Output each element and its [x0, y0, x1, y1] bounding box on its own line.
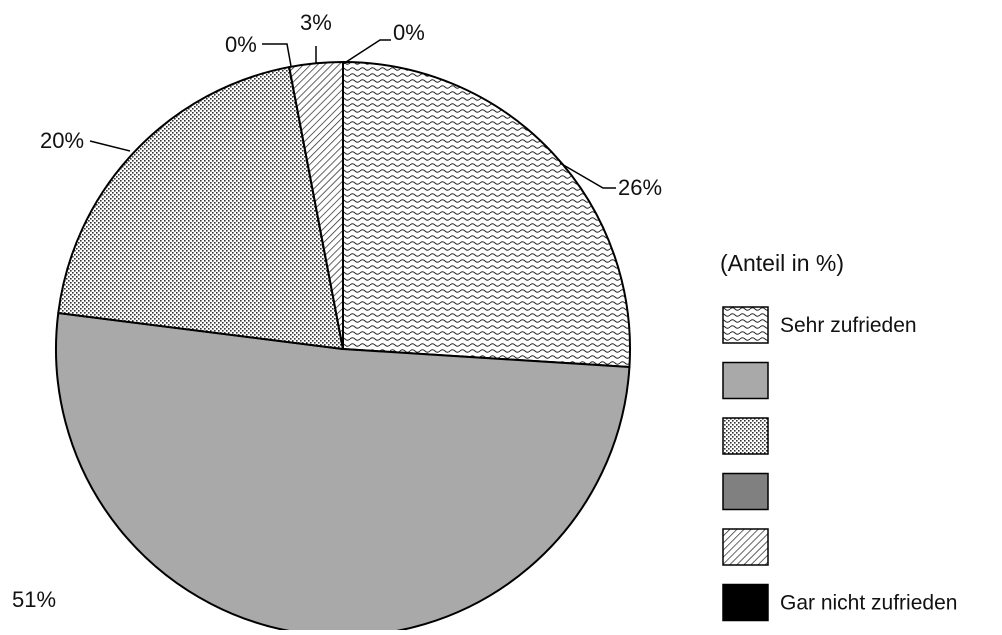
legend-swatch-5 [722, 583, 769, 622]
data-label-4: 3% [300, 10, 332, 35]
data-label-2: 20% [40, 128, 84, 153]
leader-line-0 [559, 162, 616, 189]
pie-slice-0 [342, 61, 631, 369]
legend-swatch-3 [722, 472, 769, 511]
label-leader-lines [89, 39, 616, 189]
legend-swatch-0 [722, 306, 769, 344]
legend-swatch-1 [722, 361, 769, 400]
data-label-0: 26% [618, 175, 662, 200]
legend-swatch-4 [722, 528, 769, 566]
leader-line-3 [262, 43, 292, 67]
data-label-3: 0% [225, 32, 257, 57]
data-label-5: 0% [393, 20, 425, 45]
legend: (Anteil in %) Sehr zufrieden Gar nicht zu… [720, 250, 957, 622]
legend-swatch-2 [722, 417, 769, 455]
pie-slice-2 [57, 66, 344, 350]
leader-line-5 [342, 39, 391, 65]
data-labels: 26% 51% 20% 0% 3% 0% [12, 10, 662, 612]
legend-title: (Anteil in %) [720, 250, 844, 276]
pie-slices [55, 61, 631, 635]
data-label-1: 51% [12, 587, 56, 612]
legend-label-0: Sehr zufrieden [780, 314, 917, 337]
legend-label-5: Gar nicht zufrieden [780, 592, 957, 615]
leader-line-2 [89, 140, 131, 152]
